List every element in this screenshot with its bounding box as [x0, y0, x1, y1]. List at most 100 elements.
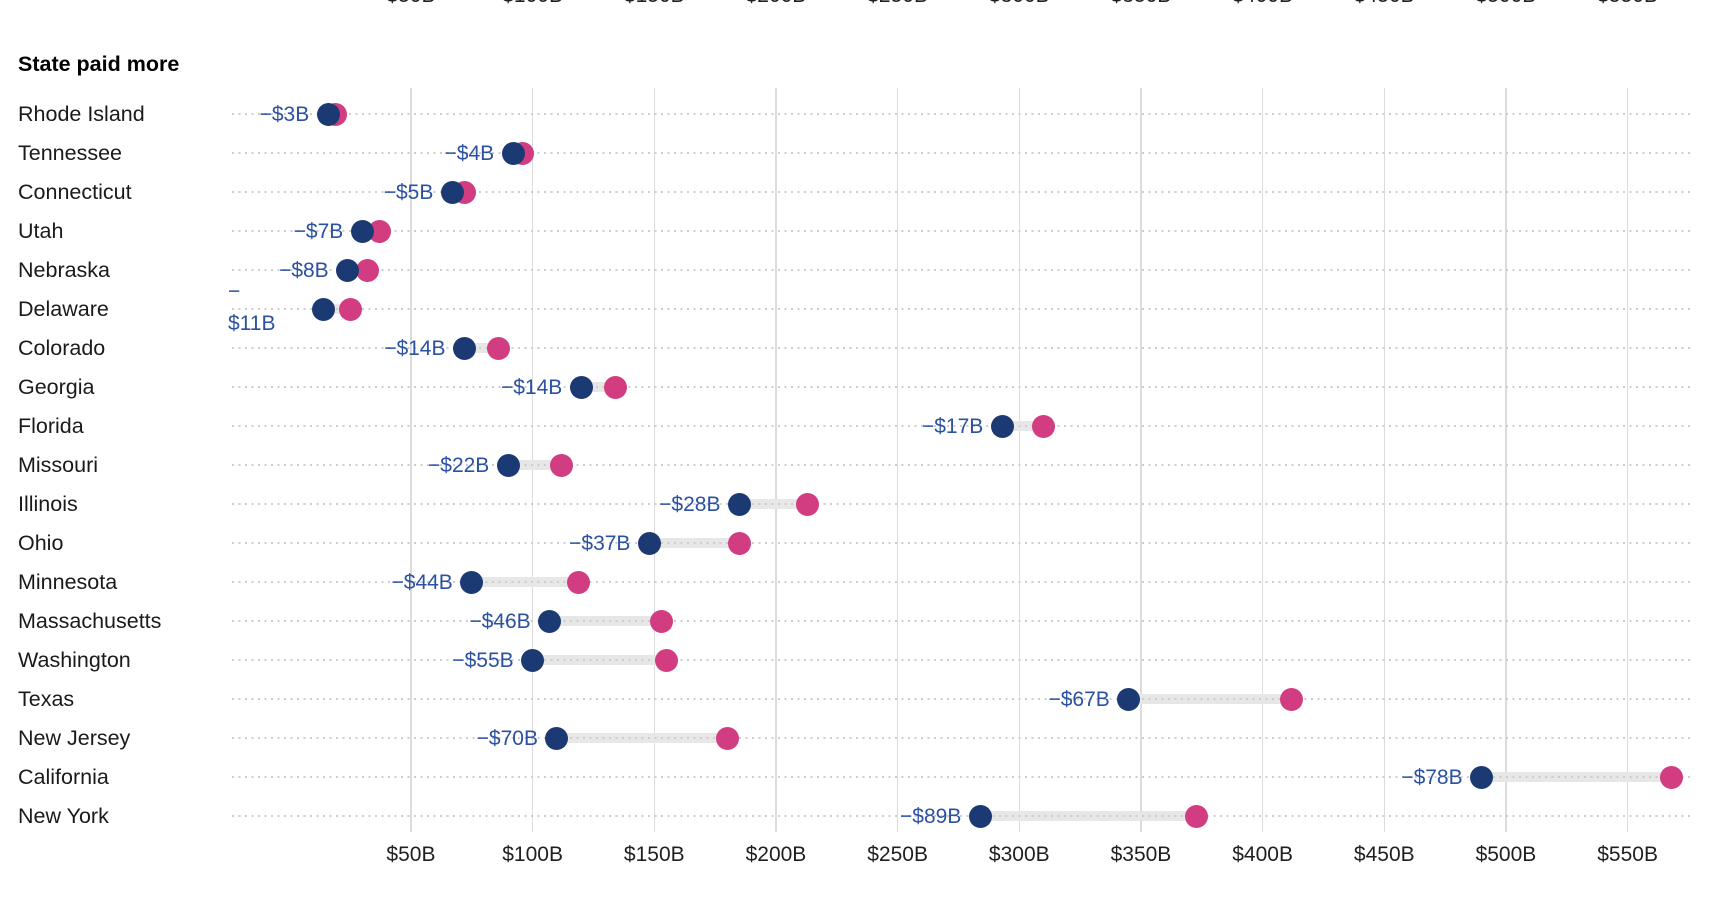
state-label: Massachusetts	[18, 608, 162, 633]
x-axis-tick-label: $350B	[1110, 843, 1172, 866]
x-gridline	[775, 88, 777, 832]
pink-dot[interactable]	[727, 531, 751, 555]
clipped-axis-tick-label: $550B	[1597, 0, 1658, 7]
x-gridline	[1261, 88, 1264, 832]
diff-label: −$78B	[1401, 765, 1463, 789]
row-leader-line	[232, 269, 1692, 271]
x-axis-tick-label: $150B	[623, 843, 685, 866]
state-label: Ohio	[18, 530, 64, 555]
state-label: California	[18, 764, 109, 789]
row-leader-line	[232, 659, 1692, 661]
row-leader-line	[232, 425, 1692, 427]
state-label: Illinois	[18, 491, 78, 516]
row-leader-line	[232, 464, 1692, 466]
clipped-upper-axis-labels: $50B $100B $150B $200B $250B $300B $350B $400B $…	[0, 0, 1732, 7]
navy-dot[interactable]	[990, 414, 1014, 438]
clipped-axis-tick-label: $250B	[867, 0, 928, 7]
diff-label: −$44B	[391, 570, 453, 594]
navy-dot[interactable]	[727, 492, 751, 516]
state-label: Tennessee	[18, 140, 122, 165]
x-gridline	[1505, 88, 1507, 832]
x-axis-tick-label: $50B	[386, 843, 436, 866]
row-leader-line	[232, 737, 1692, 739]
x-gridline	[1383, 88, 1386, 832]
row-leader-line	[232, 815, 1692, 817]
navy-dot[interactable]	[538, 609, 562, 633]
navy-dot[interactable]	[1117, 687, 1141, 711]
diff-label: −$14B	[500, 375, 563, 399]
x-gridline	[896, 88, 899, 832]
diff-label: −$46B	[469, 609, 531, 633]
pink-dot[interactable]	[367, 219, 391, 243]
clipped-axis-tick-label: $300B	[989, 0, 1050, 7]
pink-dot[interactable]	[715, 726, 739, 750]
diff-label: −$17B	[921, 414, 984, 438]
diff-label: −$37B	[569, 531, 631, 555]
section-heading: State paid more	[18, 52, 180, 76]
navy-dot[interactable]	[336, 258, 360, 282]
diff-label: −$8B	[279, 258, 329, 282]
pink-dot[interactable]	[487, 336, 511, 360]
pink-dot[interactable]	[1659, 765, 1683, 789]
diff-label: −$4B	[444, 141, 495, 165]
pink-dot[interactable]	[355, 258, 379, 282]
clipped-axis-tick-label: $100B	[502, 0, 563, 7]
pink-dot[interactable]	[1185, 804, 1209, 828]
state-label: Missouri	[18, 452, 99, 477]
x-gridline	[653, 88, 656, 832]
navy-dot[interactable]	[968, 804, 992, 828]
row-leader-line	[232, 581, 1692, 583]
navy-dot[interactable]	[311, 297, 335, 321]
row-leader-line	[232, 191, 1692, 193]
diff-label: −$14B	[384, 336, 446, 360]
pink-dot[interactable]	[338, 297, 362, 321]
row-leader-line	[232, 542, 1692, 544]
diff-label: −$7B	[293, 219, 344, 243]
state-label: Washington	[18, 647, 131, 672]
navy-dot[interactable]	[496, 453, 520, 477]
navy-dot[interactable]	[316, 102, 340, 126]
diff-label: − $11B	[228, 280, 276, 335]
x-axis-tick-label: $250B	[867, 843, 928, 866]
navy-dot[interactable]	[350, 219, 374, 243]
state-label: Minnesota	[18, 569, 118, 594]
diff-label: −$3B	[259, 102, 310, 126]
pink-dot[interactable]	[603, 375, 627, 399]
state-label: Nebraska	[18, 257, 111, 282]
clipped-axis-tick-label: $200B	[746, 0, 807, 7]
x-axis-tick-label: $550B	[1597, 843, 1658, 866]
pink-dot[interactable]	[654, 648, 678, 672]
navy-dot[interactable]	[460, 570, 484, 594]
diff-label: −$89B	[900, 804, 962, 828]
navy-dot[interactable]	[501, 141, 525, 165]
navy-dot[interactable]	[440, 180, 464, 204]
navy-dot[interactable]	[637, 531, 661, 555]
state-label: Utah	[18, 218, 64, 243]
navy-dot[interactable]	[569, 375, 593, 399]
row-leader-line	[232, 347, 1692, 349]
pink-dot[interactable]	[796, 492, 820, 516]
pink-dot[interactable]	[1032, 414, 1056, 438]
pink-dot[interactable]	[650, 609, 674, 633]
pink-dot[interactable]	[550, 453, 574, 477]
state-label: Florida	[18, 413, 84, 438]
clipped-axis-tick-label: $450B	[1354, 0, 1415, 7]
clipped-axis-tick-label: $150B	[624, 0, 685, 7]
navy-dot[interactable]	[545, 726, 569, 750]
pink-dot[interactable]	[1280, 687, 1304, 711]
state-label: New Jersey	[18, 725, 131, 750]
state-label: Colorado	[18, 335, 106, 360]
clipped-axis-tick-label: $400B	[1232, 0, 1293, 7]
diff-label: −$5B	[383, 180, 434, 204]
navy-dot[interactable]	[1470, 765, 1494, 789]
state-label: New York	[18, 803, 109, 828]
pink-dot[interactable]	[567, 570, 591, 594]
clipped-axis-tick-label: $500B	[1476, 0, 1537, 7]
diff-label: −$28B	[659, 492, 721, 516]
x-axis-tick-label: $450B	[1353, 843, 1415, 866]
navy-dot[interactable]	[521, 648, 545, 672]
row-leader-line	[232, 776, 1692, 778]
x-axis-tick-label: $400B	[1232, 843, 1293, 866]
x-axis-tick-label: $300B	[988, 843, 1050, 866]
navy-dot[interactable]	[452, 336, 476, 360]
